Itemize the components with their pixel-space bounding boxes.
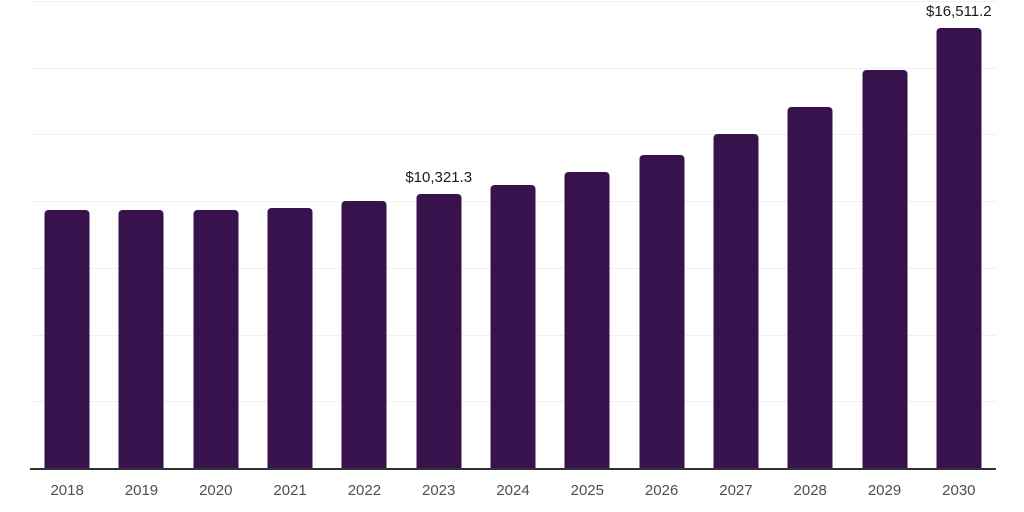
x-tick-2020: 2020 — [199, 482, 233, 499]
plot-area: $10,321.3 $16,511.2 — [30, 1, 996, 470]
bar-2025 — [564, 172, 610, 469]
x-axis-line — [30, 468, 996, 470]
bar-2023 — [416, 193, 462, 469]
x-tick-2025: 2025 — [570, 482, 604, 499]
x-axis-labels: 2018 2019 2020 2021 2022 2023 2024 2025 2026 2027… — [30, 482, 996, 502]
x-tick-2019: 2019 — [124, 482, 159, 499]
bar-2029 — [862, 70, 908, 469]
x-tick-2023: 2023 — [422, 482, 456, 499]
bar-2024 — [490, 185, 536, 469]
bar-2026 — [639, 155, 685, 469]
x-tick-2027: 2027 — [719, 482, 753, 499]
x-tick-2028: 2028 — [793, 482, 827, 499]
bar-2020 — [193, 210, 239, 469]
gridline — [30, 67, 996, 69]
bar-2019 — [118, 209, 164, 469]
x-tick-2026: 2026 — [644, 482, 679, 499]
x-tick-2018: 2018 — [50, 482, 84, 499]
x-tick-2024: 2024 — [496, 482, 530, 499]
bar-2018 — [44, 210, 90, 469]
x-tick-2021: 2021 — [273, 482, 307, 499]
x-tick-2022: 2022 — [347, 482, 382, 499]
data-label-2030: $16,511.2 — [926, 3, 992, 21]
gridline — [30, 134, 996, 136]
bar-2021 — [267, 207, 313, 469]
data-label-2023: $10,321.3 — [405, 168, 473, 186]
bar-2028 — [787, 106, 833, 469]
bar-2022 — [341, 201, 387, 469]
bar-2027 — [713, 134, 759, 469]
x-tick-2030: 2030 — [942, 482, 976, 499]
bar-2030 — [936, 28, 982, 469]
x-tick-2029: 2029 — [867, 482, 902, 499]
gridline — [30, 1, 996, 2]
